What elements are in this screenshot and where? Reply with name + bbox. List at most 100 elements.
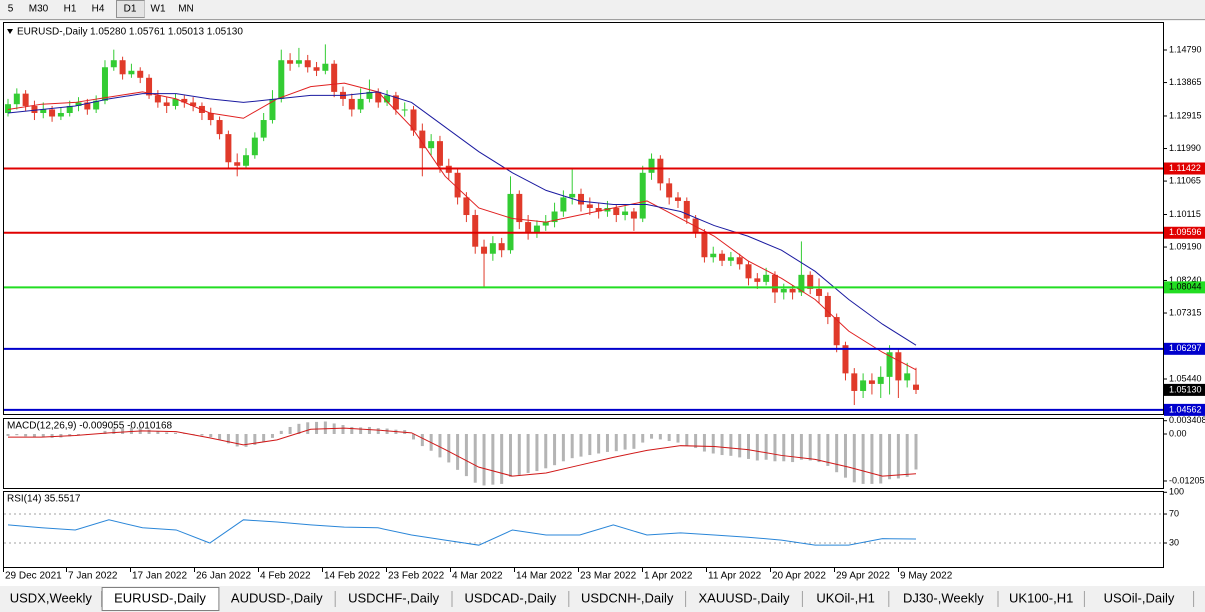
tab-label[interactable]: USDCHF-,Daily <box>348 590 440 605</box>
timeframe-button[interactable] <box>172 0 201 18</box>
tab-label[interactable]: USOil-,Daily <box>1104 590 1175 605</box>
candle-body <box>119 60 126 75</box>
candle-body <box>498 243 505 251</box>
candle-body <box>516 193 523 223</box>
candle-body <box>66 105 73 113</box>
candle-body <box>780 288 787 293</box>
candle-body <box>613 207 620 216</box>
macd-panel <box>3 418 1164 489</box>
candle-body <box>436 141 443 166</box>
timeframe-button[interactable] <box>56 0 85 18</box>
chart-title: EURUSD-,Daily <box>17 27 88 38</box>
tab-label[interactable]: AUDUSD-,Daily <box>231 590 323 605</box>
y-tick-label: 1.11065 <box>1169 175 1201 185</box>
moving-average <box>7 82 917 371</box>
candle-body <box>31 105 38 113</box>
y-tick-label: 1.10115 <box>1169 209 1201 219</box>
tab-label[interactable]: USDCNH-,Daily <box>581 590 674 605</box>
x-tick-label: 14 Feb 2022 <box>324 571 381 582</box>
tab-label[interactable]: DJ30-,Weekly <box>903 590 984 605</box>
candle-body <box>798 274 805 293</box>
tab-label[interactable]: EURUSD-,Daily <box>114 590 206 605</box>
y-tick-label: 1.12915 <box>1169 110 1202 120</box>
timeframe-button[interactable] <box>144 0 173 18</box>
tab-label[interactable]: USDX,Weekly <box>10 590 93 605</box>
tab-label[interactable]: UK100-,H1 <box>1009 590 1073 605</box>
y-tick-label: 1.13865 <box>1169 77 1202 87</box>
macd-signal <box>8 427 917 477</box>
y-tick-label: 1.14790 <box>1169 44 1202 54</box>
candle-body <box>763 274 770 282</box>
candle-body <box>357 98 364 110</box>
candle-body <box>225 134 232 163</box>
candle-body <box>260 120 267 138</box>
candle-body <box>93 100 100 110</box>
candle-body <box>128 70 135 75</box>
candle-body <box>463 197 470 216</box>
candle-body <box>736 257 743 265</box>
candle-body <box>287 60 294 64</box>
candle-body <box>710 253 717 258</box>
candle-body <box>701 232 708 258</box>
timeframe-label[interactable]: 5 <box>8 4 14 15</box>
timeframe-label[interactable]: D1 <box>124 4 137 15</box>
candle-body <box>22 93 29 106</box>
candle-body <box>190 102 197 106</box>
moving-average <box>7 91 917 346</box>
level-label-bg <box>1164 281 1205 294</box>
candle-body <box>146 77 153 96</box>
candle-body <box>375 91 382 103</box>
candle-body <box>304 60 311 68</box>
timeframe-label[interactable]: H4 <box>92 4 105 15</box>
candle-body <box>833 317 840 346</box>
rsi-label: RSI(14) 35.5517 <box>7 494 81 505</box>
candle-body <box>348 98 355 110</box>
timeframe-label[interactable]: W1 <box>151 4 166 15</box>
menu-arrow[interactable] <box>7 29 13 34</box>
candle-body <box>234 162 241 166</box>
candle-body <box>384 95 391 103</box>
candle-body <box>877 376 884 384</box>
candle-body <box>904 373 911 381</box>
timeframe-label[interactable]: M30 <box>29 4 49 15</box>
candle-body <box>868 380 875 384</box>
x-tick-label: 4 Mar 2022 <box>452 571 503 582</box>
candle-body <box>392 95 399 110</box>
tab-label[interactable]: UKOil-,H1 <box>816 590 875 605</box>
timeframe-label[interactable]: H1 <box>64 4 77 15</box>
x-tick-label: 9 May 2022 <box>900 571 953 582</box>
candle-body <box>666 183 673 198</box>
candle-body <box>683 200 690 219</box>
timeframe-button[interactable] <box>84 0 113 18</box>
candle-body <box>84 102 91 110</box>
candle-body <box>401 109 408 111</box>
timeframe-button[interactable] <box>0 0 22 18</box>
tab-label[interactable]: XAUUSD-,Daily <box>698 590 790 605</box>
candle-body <box>727 257 734 261</box>
candle-body <box>569 193 576 198</box>
tab-active[interactable] <box>101 587 220 611</box>
candle-body <box>771 274 778 293</box>
candle-body <box>860 380 867 391</box>
y-tick-label: 1.08240 <box>1169 275 1202 285</box>
candle-body <box>313 67 320 71</box>
timeframe-button[interactable] <box>21 0 57 18</box>
candle-body <box>207 112 214 121</box>
candle-body <box>807 274 814 289</box>
candle-body <box>560 197 567 212</box>
x-tick-label: 29 Apr 2022 <box>836 571 890 582</box>
rsi-line <box>7 519 917 546</box>
timeframe-label[interactable]: MN <box>178 4 194 15</box>
candle-body <box>57 112 64 117</box>
x-tick-label: 26 Jan 2022 <box>196 571 251 582</box>
candle-body <box>489 243 496 254</box>
candle-body <box>278 60 285 99</box>
candle-body <box>481 246 488 254</box>
candle-body <box>851 373 858 391</box>
tab-label[interactable]: USDCAD-,Daily <box>465 590 557 605</box>
candle-body <box>137 70 144 78</box>
candle-body <box>604 207 611 212</box>
candle-body <box>295 60 302 64</box>
candle-body <box>578 193 585 205</box>
